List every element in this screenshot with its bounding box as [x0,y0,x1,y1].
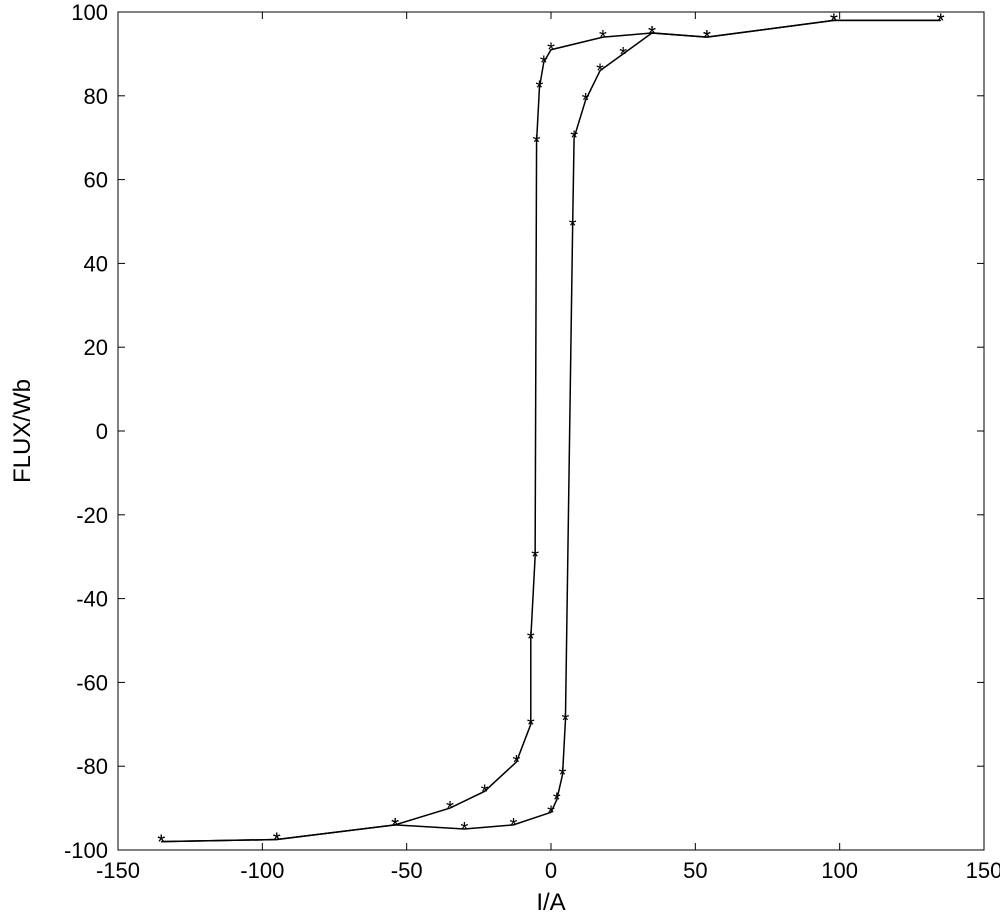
marker-ascending-branch: * [531,547,539,569]
marker-ascending-branch: * [536,77,544,99]
marker-descending-branch: * [569,216,577,238]
x-tick-label: 100 [821,858,858,883]
marker-descending-branch: * [157,832,165,854]
series-descending-branch [161,20,940,841]
x-tick-label: 50 [683,858,707,883]
marker-descending-branch: * [703,27,711,49]
y-tick-label: 40 [84,251,108,276]
marker-ascending-branch: * [527,714,535,736]
series-ascending-branch [161,20,940,841]
marker-descending-branch: * [596,61,604,83]
y-tick-label: -80 [76,754,108,779]
marker-descending-branch: * [510,815,518,837]
marker-descending-branch: * [562,710,570,732]
marker-descending-branch: * [391,815,399,837]
marker-ascending-branch: * [533,132,541,154]
x-tick-label: -100 [240,858,284,883]
chart-svg: -150-100-50050100150-100-80-60-40-200204… [0,0,1000,920]
marker-ascending-branch: * [512,752,520,774]
marker-ascending-branch: * [481,781,489,803]
y-axis-label: FLUX/Wb [9,379,36,483]
marker-descending-branch: * [937,10,945,32]
x-tick-label: -50 [391,858,423,883]
y-tick-label: 0 [96,419,108,444]
y-tick-label: 80 [84,84,108,109]
marker-descending-branch: * [559,765,567,787]
marker-ascending-branch: * [446,798,454,820]
marker-descending-branch: * [582,90,590,112]
y-tick-label: 60 [84,168,108,193]
marker-descending-branch: * [461,819,469,841]
y-tick-label: 100 [71,0,108,25]
y-tick-label: -40 [76,587,108,612]
x-axis-label: I/A [536,889,565,916]
marker-ascending-branch: * [599,27,607,49]
y-tick-label: 20 [84,335,108,360]
y-tick-label: -60 [76,670,108,695]
marker-descending-branch: * [830,10,838,32]
marker-descending-branch: * [273,830,281,852]
plot-box [118,12,984,850]
y-tick-label: -20 [76,503,108,528]
marker-ascending-branch: * [527,628,535,650]
marker-descending-branch: * [547,802,555,824]
y-tick-label: -100 [64,838,108,863]
x-tick-label: 150 [966,858,1000,883]
x-tick-label: 0 [545,858,557,883]
marker-descending-branch: * [619,44,627,66]
marker-ascending-branch: * [547,40,555,62]
marker-descending-branch: * [570,128,578,150]
hysteresis-chart: -150-100-50050100150-100-80-60-40-200204… [0,0,1000,920]
marker-descending-branch: * [648,23,656,45]
